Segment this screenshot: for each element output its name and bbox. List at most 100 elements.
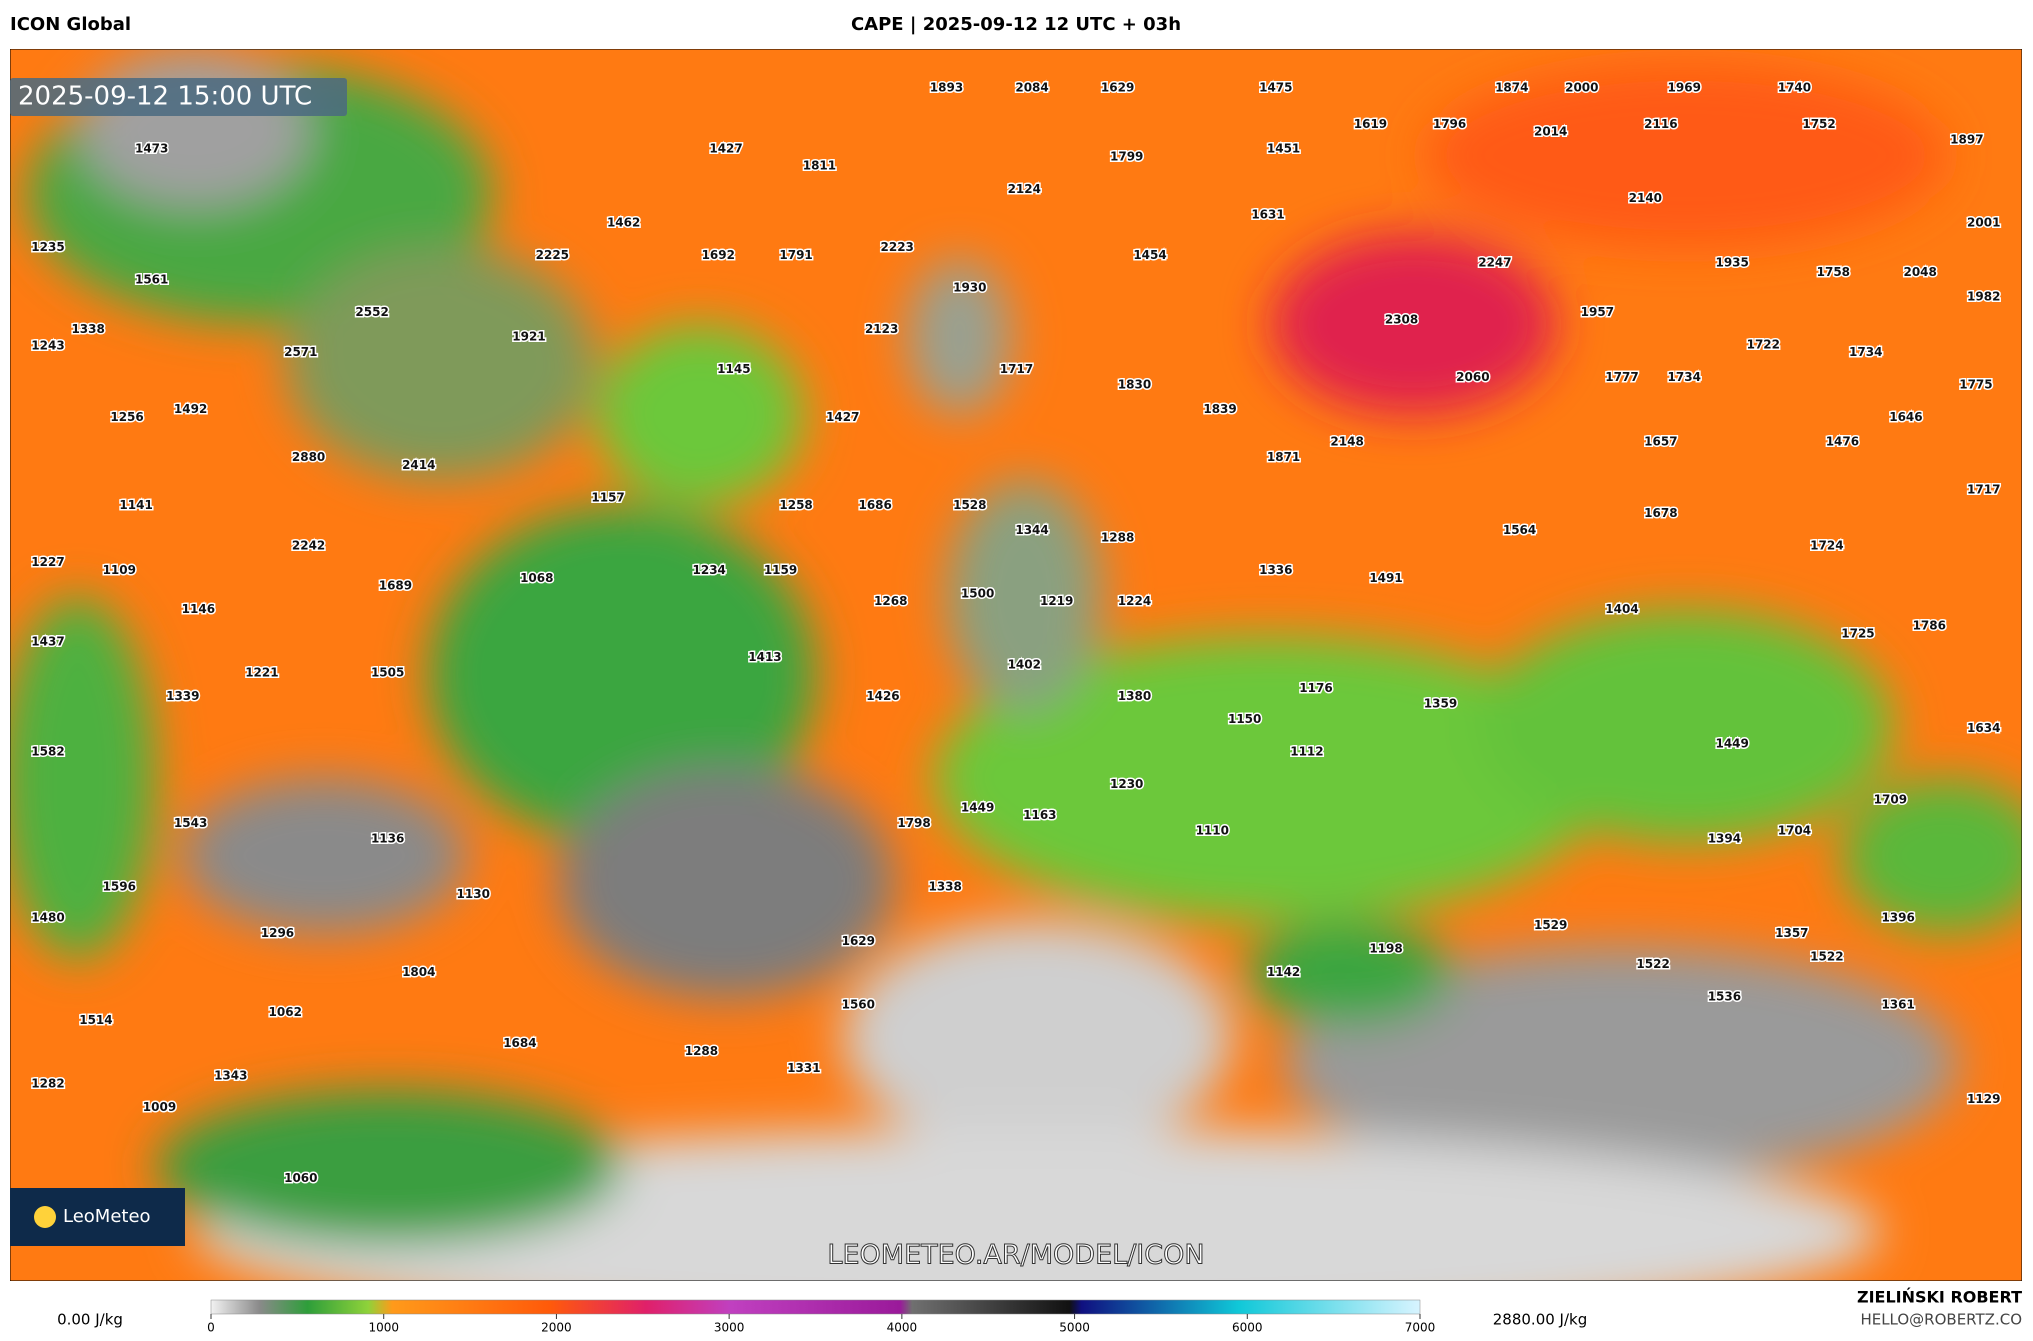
cape-label: 1394 (1708, 831, 1741, 845)
cape-label: 1331 (787, 1061, 820, 1075)
cape-label: 1344 (1015, 523, 1048, 537)
cape-label: 1480 (31, 910, 64, 924)
cape-label: 1734 (1668, 370, 1701, 384)
cape-label: 1752 (1802, 117, 1835, 131)
cape-label: 1404 (1605, 602, 1638, 616)
cape-label: 1227 (31, 555, 64, 569)
cape-label: 2223 (881, 240, 914, 254)
cape-label: 1141 (119, 498, 152, 512)
cape-label: 1500 (961, 586, 994, 600)
cape-label: 1514 (79, 1013, 112, 1027)
cape-label: 1804 (402, 965, 435, 979)
cape-label: 1150 (1228, 712, 1261, 726)
cape-label: 1449 (1715, 737, 1748, 751)
cape-label: 2414 (402, 458, 435, 472)
cape-label: 2001 (1967, 216, 2000, 230)
cape-label: 2571 (284, 345, 317, 359)
cape-label: 1505 (371, 665, 404, 679)
cape-label: 1359 (1424, 697, 1457, 711)
time-box (10, 78, 347, 116)
cape-label: 1692 (702, 248, 735, 262)
cape-label: 1596 (103, 879, 136, 893)
cape-label: 1221 (245, 665, 278, 679)
cape-label: 1631 (1251, 208, 1284, 222)
cape-label: 1110 (1196, 824, 1229, 838)
cape-label: 1296 (261, 926, 294, 940)
cape-label: 1560 (842, 997, 875, 1011)
cape-label: 1740 (1778, 81, 1811, 95)
cape-label: 1522 (1810, 949, 1843, 963)
cape-label: 1561 (135, 273, 168, 287)
cape-label: 1529 (1534, 918, 1567, 932)
cape-label: 1136 (371, 831, 404, 845)
chart-title: CAPE | 2025-09-12 12 UTC + 03h (851, 14, 1181, 35)
colorbar-tick-label: 3000 (714, 1321, 745, 1335)
cape-label: 1449 (961, 800, 994, 814)
cape-label: 1935 (1715, 256, 1748, 270)
cape-label: 1522 (1636, 957, 1669, 971)
cape-label: 1338 (71, 322, 104, 336)
cape-label: 2014 (1534, 125, 1567, 139)
cape-label: 1982 (1967, 289, 2000, 303)
legend-min: 0.00 J/kg (57, 1311, 123, 1329)
colorbar-tick-label: 5000 (1059, 1321, 1090, 1335)
cape-label: 1282 (31, 1076, 64, 1090)
cape-label: 1219 (1040, 594, 1073, 608)
cape-label: 1336 (1259, 563, 1292, 577)
cape-label: 1709 (1874, 792, 1907, 806)
cape-label: 2880 (292, 450, 325, 464)
cape-label: 1427 (826, 410, 859, 424)
cape-label: 1427 (709, 142, 742, 156)
cape-label: 1130 (457, 887, 490, 901)
cape-label: 1256 (110, 410, 143, 424)
valid-time: 2025-09-12 15:00 UTC (18, 82, 312, 112)
cape-label: 1689 (379, 579, 412, 593)
cape-label: 1798 (897, 816, 930, 830)
cape-label: 1176 (1299, 681, 1332, 695)
cape-label: 1234 (693, 563, 726, 577)
cape-label: 1686 (858, 498, 891, 512)
colorbar (210, 1299, 1421, 1315)
cape-label: 1536 (1708, 990, 1741, 1004)
cape-label: 1839 (1203, 402, 1236, 416)
cape-label: 1543 (174, 816, 207, 830)
cape-label: 1451 (1267, 142, 1300, 156)
cape-label: 1678 (1644, 506, 1677, 520)
cape-label: 1380 (1118, 689, 1151, 703)
cape-label: 1704 (1778, 824, 1811, 838)
cape-label: 1224 (1118, 594, 1151, 608)
model-name: ICON Global (10, 14, 131, 35)
cape-label: 2124 (1008, 182, 1041, 196)
colorbar-tick-label: 2000 (541, 1321, 572, 1335)
cape-label: 1874 (1495, 81, 1528, 95)
cape-label: 1758 (1817, 265, 1850, 279)
cape-label: 1725 (1841, 627, 1874, 641)
cape-label: 1475 (1259, 81, 1292, 95)
cape-label: 1129 (1967, 1092, 2000, 1106)
cape-label: 1564 (1503, 523, 1536, 537)
cape-label: 1930 (953, 280, 986, 294)
cape-label: 1145 (717, 362, 750, 376)
cape-label: 1646 (1889, 410, 1922, 424)
cape-label: 1528 (953, 498, 986, 512)
cape-label: 1437 (31, 634, 64, 648)
colorbar-ticks: 0 1000 2000 3000 4000 5000 6000 7000 (207, 1314, 1435, 1335)
cape-label: 2116 (1644, 117, 1677, 131)
cape-label: 1657 (1644, 435, 1677, 449)
cape-label: 1473 (135, 142, 168, 156)
cape-label: 1476 (1826, 435, 1859, 449)
cape-labels: 1893 2084 1629 1475 1874 2000 1969 1740 1473 1427… (30, 79, 2002, 1186)
cape-label: 2084 (1015, 81, 1048, 95)
cape-label: 1629 (1101, 81, 1134, 95)
cape-label: 1492 (174, 402, 207, 416)
colorbar-tick-label: 7000 (1405, 1321, 1436, 1335)
cape-label: 2148 (1330, 435, 1363, 449)
cape-label: 1112 (1290, 745, 1323, 759)
cape-label: 1724 (1810, 538, 1843, 552)
cape-label: 2123 (865, 322, 898, 336)
cape-label: 1684 (503, 1036, 536, 1050)
cape-label: 1198 (1369, 942, 1402, 956)
cape-label: 1060 (284, 1171, 317, 1185)
cape-label: 1062 (269, 1005, 302, 1019)
cape-label: 1402 (1008, 658, 1041, 672)
